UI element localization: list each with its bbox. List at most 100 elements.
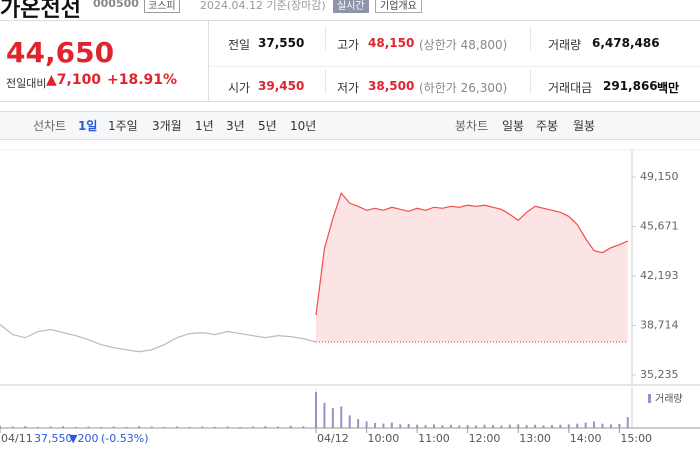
tab-bar [0,111,700,140]
price: 44,650 [6,36,115,69]
y-tick-label: 49,150 [640,170,679,183]
y-tick-label: 45,671 [640,220,679,233]
x-tick-label: 10:00 [368,432,400,445]
period-tab[interactable]: 3개월 [152,119,182,133]
change: ▲7,100 [46,72,102,88]
x-tick-label: 13:00 [519,432,551,445]
divider [208,66,700,67]
stock-name: 가온전선 [0,0,81,22]
volume-bar [112,426,115,428]
volume-bar [525,425,528,428]
period-tab[interactable]: 1년 [195,119,214,133]
volume-bar [24,426,27,428]
volume-bar [601,423,604,428]
candle-chart-label: 봉차트 [455,119,489,133]
volume-bar [441,425,444,428]
quote-box [0,20,700,102]
volume-bar [390,422,393,428]
volume-bar [483,424,486,428]
volume-bar [138,426,141,428]
divider [530,26,531,50]
candle-tab[interactable]: 일봉 [502,119,525,133]
volume-bar [432,424,435,428]
divider [530,70,531,94]
stat-label: 거래대금 [548,81,593,95]
volume-bar [584,422,587,428]
volume-bar [407,424,410,428]
stock-code: 000500 [93,0,139,10]
stat-label: 시가 [228,81,251,95]
date: 2024.04.12 기준(장마감) [200,0,326,12]
volume-bar [11,426,14,428]
volume-bar [357,419,360,428]
footer-price: 37,550 [34,432,73,445]
period-tab[interactable]: 1주일 [108,119,138,133]
price-line [315,191,629,316]
volume-bar [348,415,351,428]
volume-bar [323,402,326,428]
volume-bar [331,408,334,428]
x-tick-label: 14:00 [570,432,602,445]
volume-bar [559,424,562,428]
area [316,193,628,343]
stat-unit: 백만 [657,81,680,95]
realtime-button[interactable]: 실시간 [333,0,369,13]
stat-label: 저가 [337,81,360,95]
volume-bar [618,424,621,428]
volume-bar [416,424,419,428]
volume-bar [399,424,402,428]
period-tab[interactable]: 3년 [226,119,245,133]
volume-bar [74,426,77,428]
volume-bar [340,406,343,428]
volume-bar [491,425,494,428]
y-tick-label: 35,235 [640,368,679,381]
volume-bar [567,424,570,428]
stat-value: 38,500 [368,79,415,93]
volume-bar [36,426,39,428]
change-label: 전일대비 [6,77,47,90]
y-tick-label: 42,193 [640,269,679,282]
volume-bar [517,424,520,428]
volume-bar [0,425,1,428]
volume-bar [49,426,52,428]
volume-bar [188,426,191,428]
volume-bar [382,423,385,428]
volume-bar [289,425,292,428]
divider [325,70,326,94]
x-tick-label: 11:00 [418,432,450,445]
volume-bar [251,426,254,428]
volume-bar [609,424,612,428]
footer-pct: (-0.53%) [101,432,149,445]
volume-bar [576,423,579,428]
period-tab[interactable]: 1일 [78,119,98,133]
x-tick-label: 15:00 [620,432,652,445]
stat-label: 전일 [228,38,251,52]
legend-label: 거래량 [655,393,683,405]
company-info-button[interactable]: 기업개요 [375,0,422,13]
volume-bar [466,425,469,428]
volume-bar [87,426,90,428]
volume-bar [534,424,537,428]
volume-bar [150,426,153,428]
period-tab[interactable]: 5년 [258,119,277,133]
footer-change: ▼200 [69,432,98,445]
volume-bar [508,424,511,428]
stat-value: 39,450 [258,79,305,93]
divider [208,20,209,101]
volume-bar [449,424,452,428]
volume-bar [475,425,478,428]
period-tab[interactable]: 10년 [290,119,317,133]
volume-bar [213,426,216,428]
candle-tab[interactable]: 주봉 [536,119,559,133]
candle-tab[interactable]: 월봉 [573,119,596,133]
volume-bar [277,426,280,428]
volume-bar [593,421,596,428]
volume-bar [302,426,305,428]
volume-bar [500,425,503,428]
volume-bar [125,426,128,428]
y-tick-label: 38,714 [640,318,679,331]
volume-bar [626,417,629,428]
volume-bar [201,426,204,428]
stat-limit: (하한가 26,300) [419,81,508,95]
